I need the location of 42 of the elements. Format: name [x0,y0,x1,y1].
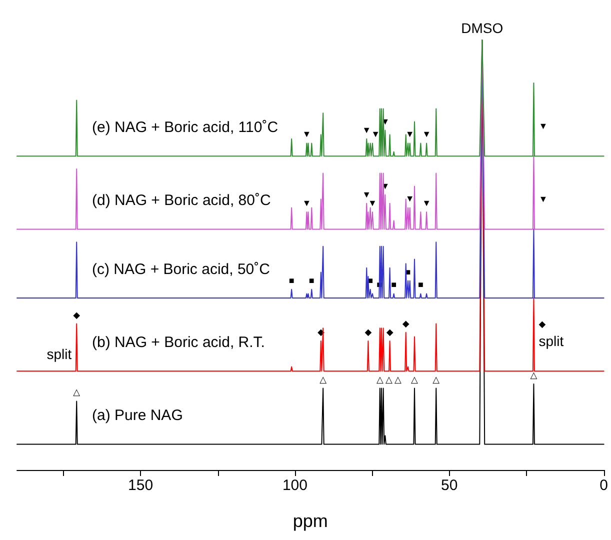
annotation: ▼ [302,198,312,208]
annotation: ▼ [302,129,312,140]
x-tick-label: 100 [282,477,308,494]
annotation: split [538,333,564,349]
annotation: ▼ [422,198,432,208]
annotation: △ [411,374,418,384]
annotation: △ [376,374,384,384]
series-label: (d) NAG + Boric acid, 80˚C [92,192,271,210]
annotation: ■ [288,275,294,286]
x-tick-label: 150 [128,477,154,494]
annotation: ▼ [362,189,372,200]
annotation: ▼ [362,124,372,135]
annotation: ◆ [538,318,546,329]
annotation: ▼ [538,194,548,204]
annotation: ◆ [364,327,372,337]
annotation: ▼ [368,198,377,208]
annotation: ◆ [386,327,394,337]
annotation: ▼ [405,194,414,204]
annotation: △ [432,374,440,384]
x-tick-label: 0 [600,477,608,494]
annotation: ▼ [538,121,548,131]
x-axis-title: ppm [292,511,328,531]
annotation: ◆ [402,318,410,328]
annotation: △ [385,374,392,384]
annotation: ■ [418,280,424,290]
annotation: △ [73,387,80,398]
annotation: △ [530,370,538,380]
series-label: (a) Pure NAG [92,407,183,424]
annotation: ◆ [73,310,80,320]
annotation: ■ [391,280,397,290]
x-tick-label: 50 [441,477,458,494]
series-label: (b) NAG + Boric acid, R.T. [92,334,265,352]
annotation: △ [394,374,402,384]
annotation: ▼ [371,129,380,140]
annotation: DMSO [461,20,504,36]
annotation: △ [320,374,327,384]
annotation: ■ [308,275,314,286]
annotation: ▼ [422,129,432,140]
annotation: ▼ [405,129,414,140]
series-label: (e) NAG + Boric acid, 110˚C [92,119,278,136]
annotation: split [46,346,72,362]
series-label: (c) NAG + Boric acid, 50˚C [92,261,270,278]
